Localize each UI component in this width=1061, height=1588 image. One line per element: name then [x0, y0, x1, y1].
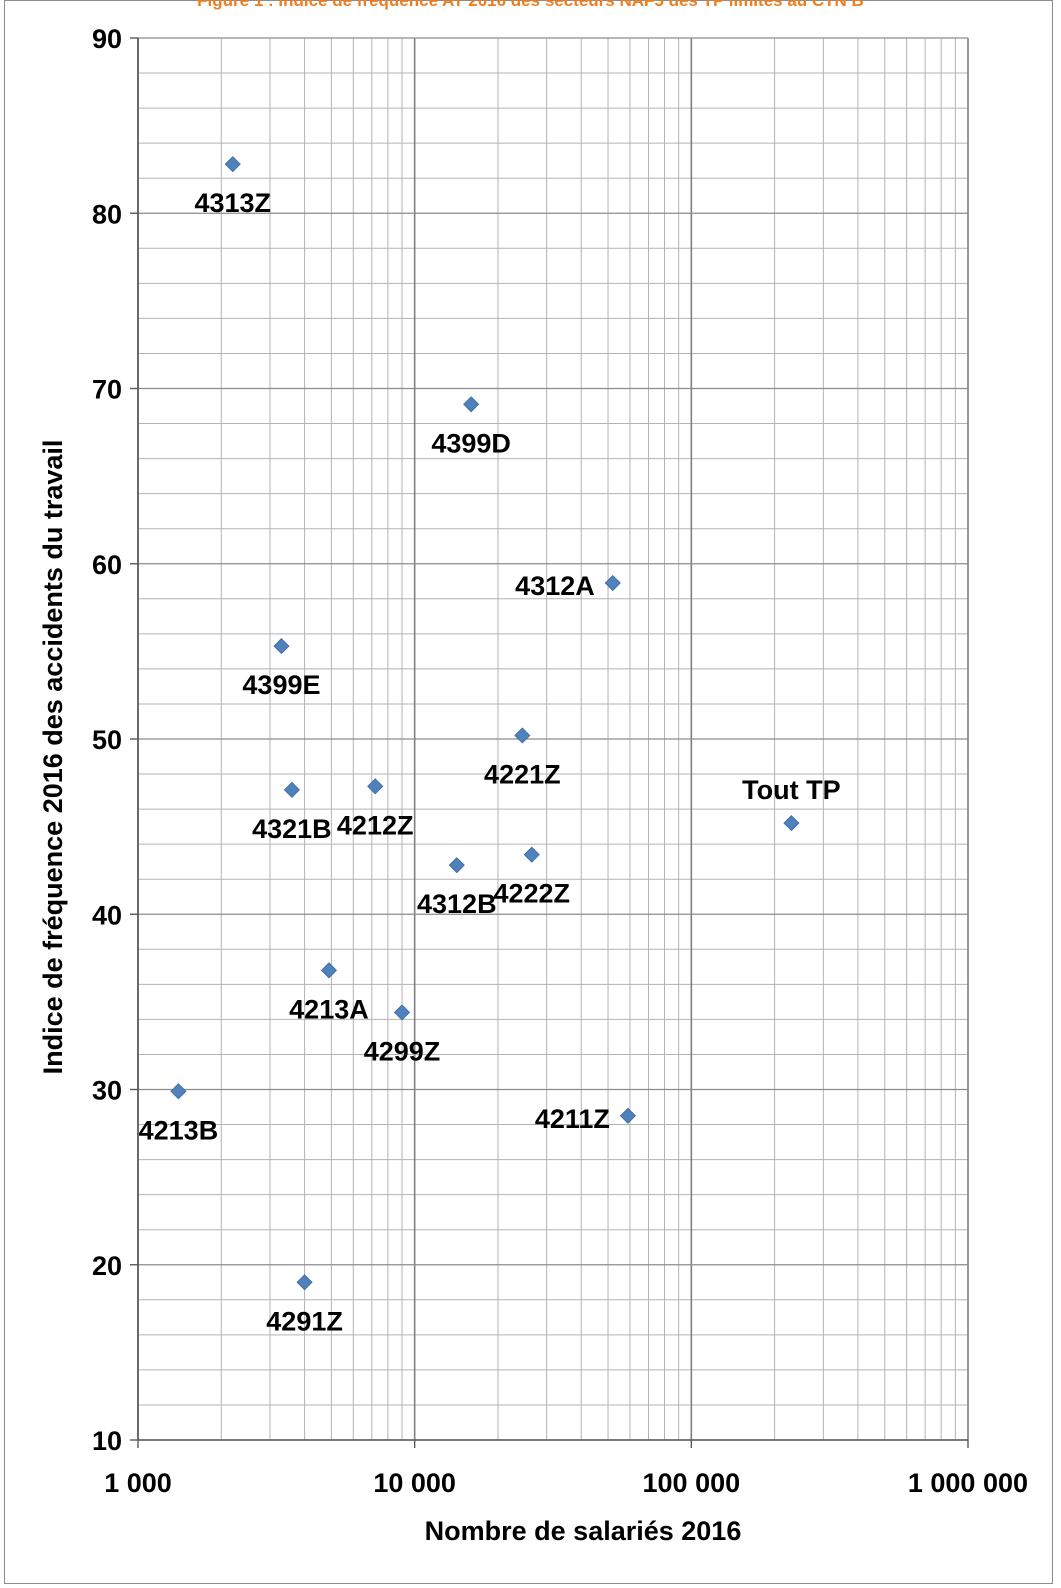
y-tick-label: 50	[92, 725, 122, 755]
data-points	[170, 156, 800, 1291]
data-label-4399e: 4399E	[242, 670, 320, 700]
data-point-4213b	[170, 1083, 187, 1100]
data-label-tout-tp: Tout TP	[742, 775, 840, 805]
data-label-4221z: 4221Z	[484, 759, 561, 789]
data-label-4212z: 4212Z	[337, 810, 414, 840]
x-tick-label: 1 000 000	[908, 1468, 1028, 1498]
data-point-tout-tp	[783, 815, 800, 832]
y-tick-label: 30	[92, 1076, 122, 1106]
data-label-4312a: 4312A	[515, 571, 595, 601]
x-tick-labels: 1 000 10 000 100 000 1 000 000	[104, 1468, 1028, 1498]
x-tick-label: 100 000	[643, 1468, 741, 1498]
data-point-4312b	[448, 857, 465, 874]
chart-frame	[4, 0, 1053, 1584]
y-tick-label: 70	[92, 375, 122, 405]
y-tick-labels: 10 20 30 40 50 60 70 80 90	[92, 24, 122, 1456]
x-axis-title: Nombre de salariés 2016	[425, 1516, 742, 1546]
data-point-4221z	[514, 727, 531, 744]
y-tick-label: 10	[92, 1426, 122, 1456]
data-point-4291z	[296, 1274, 313, 1291]
y-tick-label: 40	[92, 900, 122, 930]
axes	[130, 37, 969, 1448]
data-label-4222z: 4222Z	[493, 879, 570, 909]
data-label-4213b: 4213B	[139, 1115, 219, 1145]
data-label-4313z: 4313Z	[194, 188, 271, 218]
data-point-4222z	[523, 846, 540, 863]
data-label-4312b: 4312B	[417, 889, 497, 919]
data-label-4399d: 4399D	[431, 428, 511, 458]
data-label-4299z: 4299Z	[364, 1036, 441, 1066]
figure-title: Figure 1 : Indice de fréquence AT 2016 d…	[197, 0, 864, 10]
data-point-4399d	[463, 396, 480, 413]
data-label-4291z: 4291Z	[266, 1306, 343, 1336]
data-point-4212z	[367, 778, 384, 795]
x-tick-label: 1 000	[104, 1468, 172, 1498]
data-point-4213a	[320, 962, 338, 979]
data-point-4312a	[604, 574, 621, 592]
data-point-4211z	[619, 1107, 637, 1124]
y-tick-label: 90	[92, 24, 122, 54]
data-point-4399e	[273, 638, 290, 655]
data-label-4321b: 4321B	[252, 814, 332, 844]
y-tick-label: 60	[92, 550, 122, 580]
y-tick-label: 20	[92, 1251, 122, 1281]
data-label-4213a: 4213A	[289, 994, 369, 1024]
data-label-4211z: 4211Z	[535, 1104, 610, 1134]
y-tick-label: 80	[92, 199, 122, 229]
data-point-4299z	[393, 1004, 411, 1021]
data-point-4313z	[224, 156, 241, 173]
y-axis-title: Indice de fréquence 2016 des accidents d…	[38, 440, 68, 1075]
x-tick-label: 10 000	[373, 1468, 456, 1498]
data-point-4321b	[283, 781, 300, 798]
